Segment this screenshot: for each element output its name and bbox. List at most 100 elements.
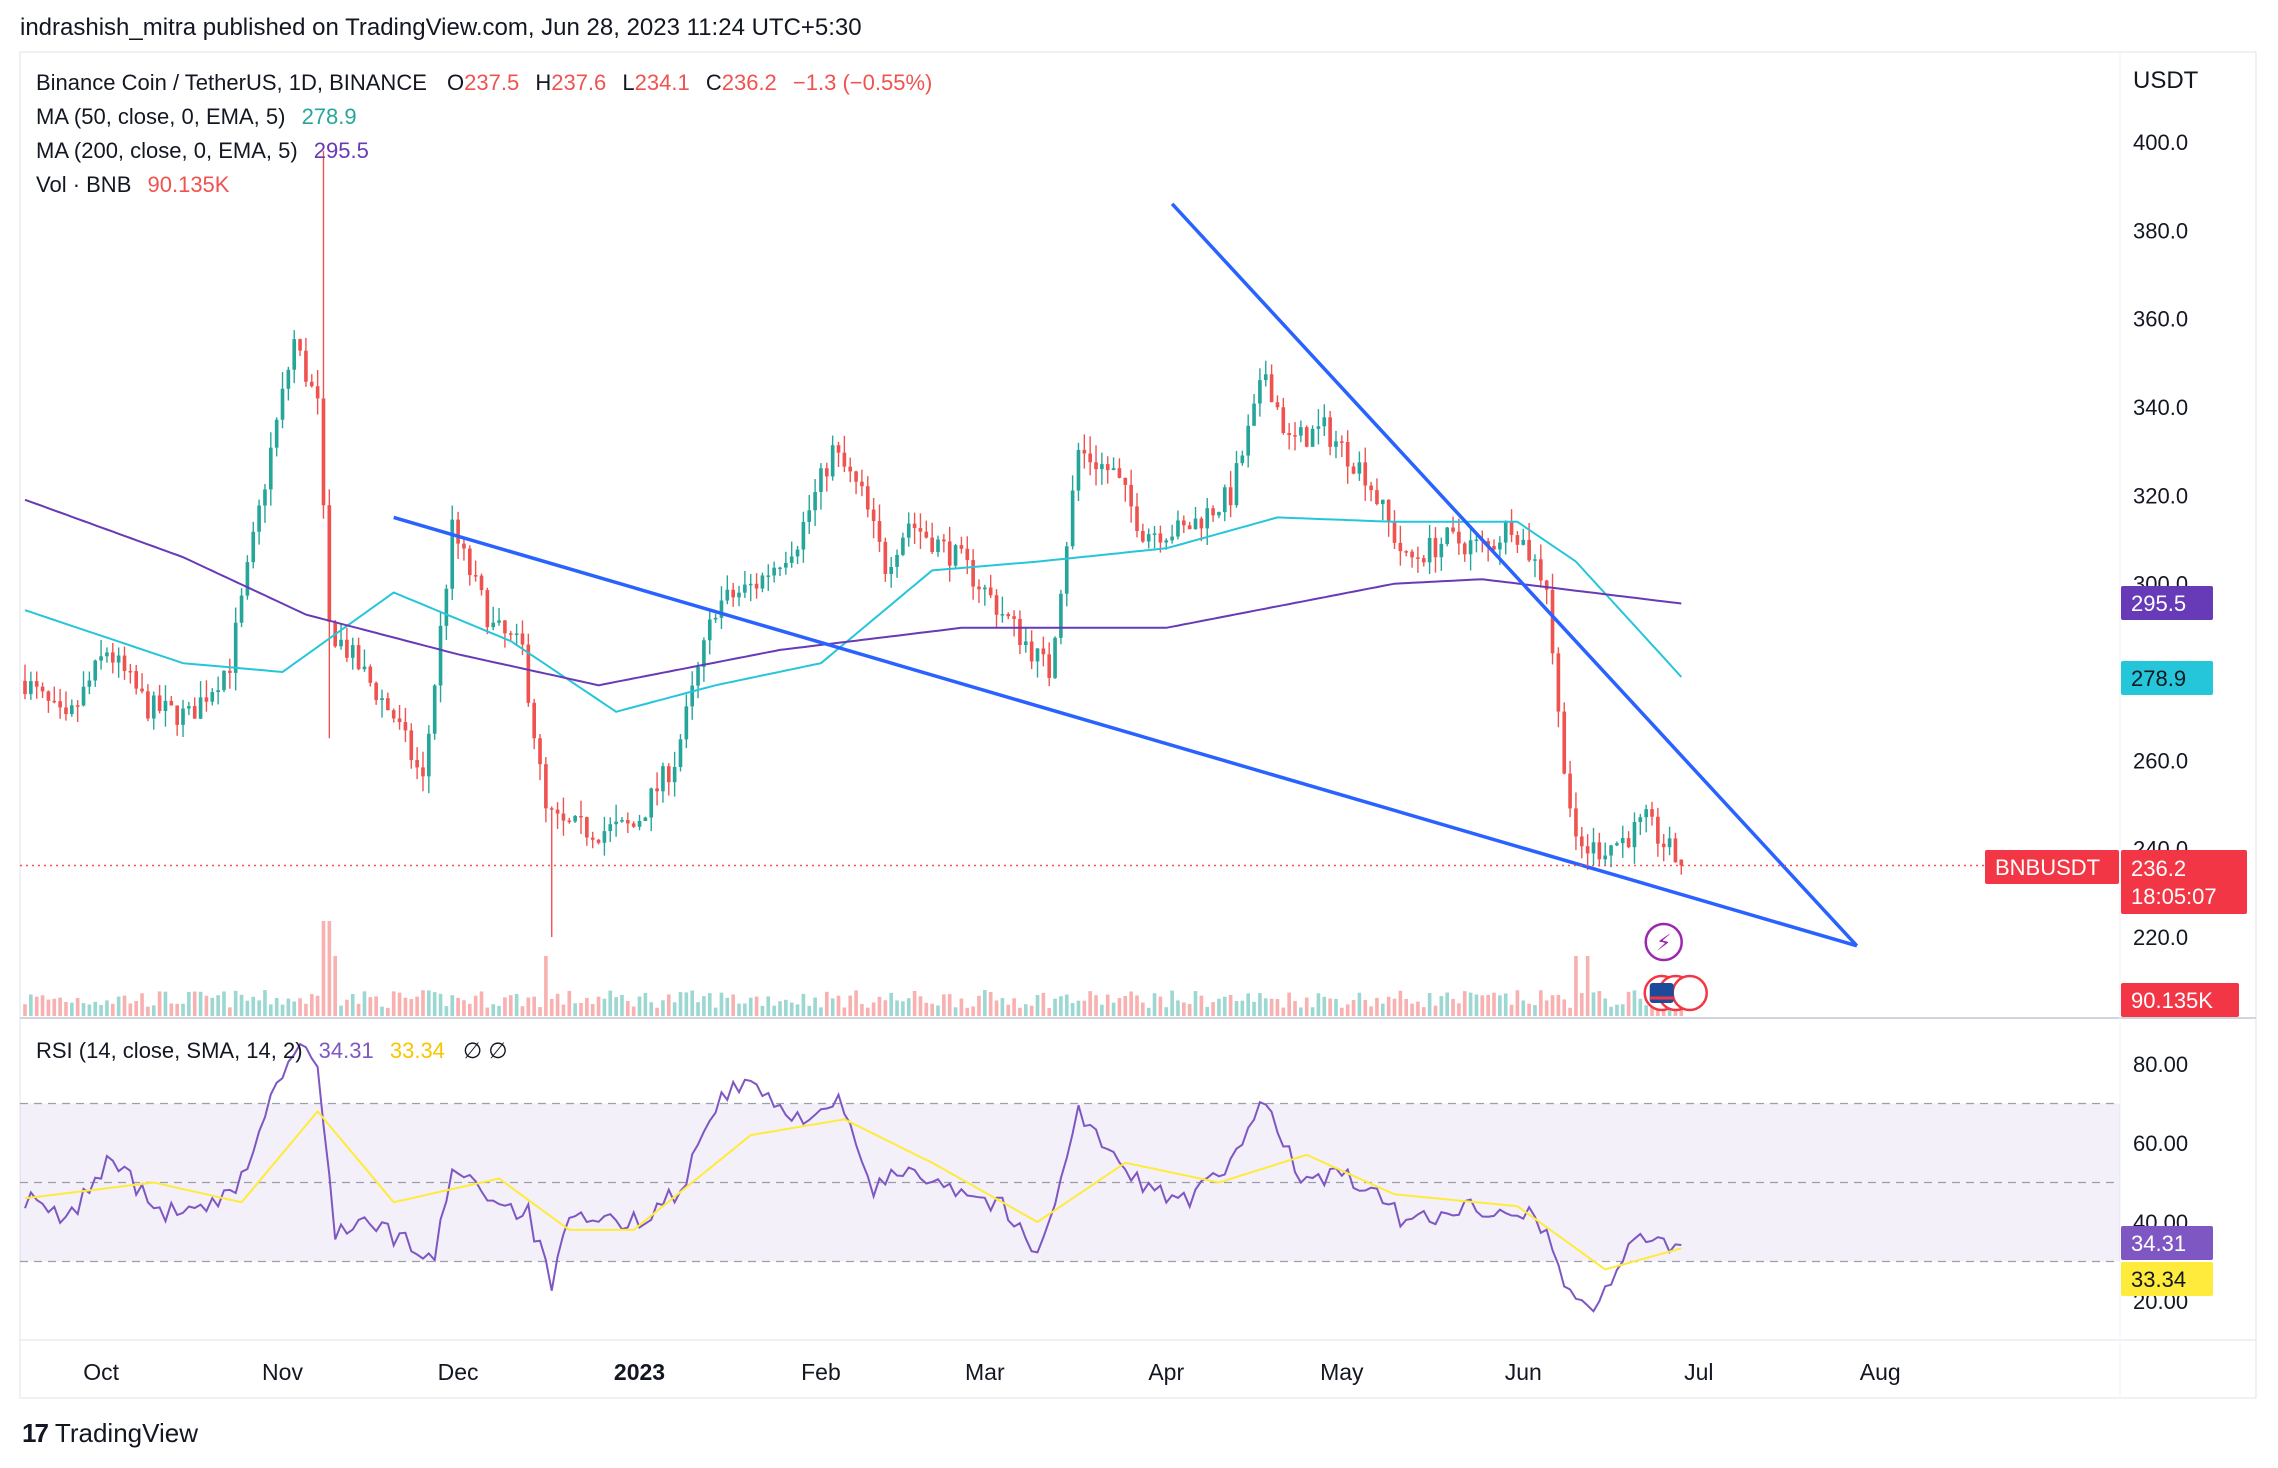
us-flag-icon — [1649, 983, 1674, 1003]
legend-rsi-sma-value: 33.34 — [389, 1038, 445, 1063]
price-badge — [2121, 850, 2247, 914]
volume-bar — [789, 1002, 794, 1016]
rsi-band — [20, 1102, 2120, 1263]
volume-bar — [1615, 1004, 1619, 1016]
candle-body — [497, 620, 501, 623]
ma200-badge — [2121, 586, 2213, 620]
candle-body — [1421, 558, 1426, 563]
ma-lines — [24, 498, 1683, 713]
event-markers: ⚡ — [1643, 922, 1708, 1012]
candle-body — [977, 586, 981, 590]
volume-bar — [1486, 994, 1490, 1016]
candle-body — [1498, 542, 1502, 550]
candle-body — [1176, 520, 1180, 537]
volume-bar — [731, 994, 735, 1016]
volume-bar — [280, 1004, 285, 1016]
volume-bar — [807, 1005, 812, 1016]
volume-bar — [503, 997, 507, 1016]
time-tick: Apr — [1148, 1359, 1184, 1385]
price-tick: 400.0 — [2133, 130, 2188, 155]
volume-bar — [432, 992, 437, 1016]
legend-volume-row[interactable]: Vol · BNB 90.135K — [36, 172, 233, 198]
legend-l-label: L — [622, 70, 635, 95]
volume-bar — [1386, 996, 1391, 1016]
trendline-2 — [1170, 202, 1859, 948]
candle-body — [1357, 462, 1362, 474]
countdown-text: 18:05:07 — [2131, 884, 2217, 909]
volume-bar — [1375, 997, 1379, 1016]
volume-bar — [544, 956, 548, 1016]
volume-bar — [75, 997, 80, 1016]
candle-body — [918, 528, 923, 532]
candle-body — [34, 681, 39, 687]
candle-body — [23, 680, 27, 695]
candle-body — [1328, 417, 1332, 447]
candle-body — [75, 705, 80, 707]
volume-bar — [1421, 1007, 1426, 1016]
candle-body — [116, 655, 121, 663]
volume-bar — [977, 995, 981, 1016]
candle-body — [1673, 838, 1678, 863]
candle-body — [409, 730, 414, 760]
candle-body — [1199, 518, 1204, 529]
candle-body — [263, 489, 267, 506]
volume-bar — [274, 997, 279, 1016]
candle-body — [1445, 527, 1449, 544]
candle-body — [1293, 435, 1297, 437]
volume-bar — [1082, 1000, 1087, 1016]
volume-bar — [514, 994, 519, 1016]
candle-body — [105, 652, 109, 657]
candle-body — [52, 700, 57, 703]
volume-bar — [748, 997, 753, 1016]
candle-body — [1462, 543, 1467, 555]
volume-bar — [1380, 1003, 1385, 1016]
candle-body — [1029, 641, 1034, 662]
tradingview-logo[interactable]: 17 TradingView — [22, 1418, 198, 1449]
candle-body — [631, 823, 636, 827]
volume-bar — [526, 997, 531, 1016]
legend-rsi-row[interactable]: RSI (14, close, SMA, 14, 2) 34.31 33.34 … — [36, 1038, 512, 1064]
candle-body — [327, 505, 332, 622]
candle-body — [163, 700, 168, 711]
legend-symbol[interactable]: Binance Coin / TetherUS, 1D, BINANCE — [36, 70, 427, 95]
candle-body — [29, 681, 33, 695]
rsi-badge-text: 34.31 — [2131, 1231, 2186, 1256]
legend-ma50-row[interactable]: MA (50, close, 0, EMA, 5) 278.9 — [36, 104, 361, 130]
volume-bar — [1094, 995, 1098, 1016]
candle-body — [1164, 540, 1169, 543]
volume-bar — [637, 996, 642, 1016]
volume-bar — [169, 1003, 174, 1016]
volume-bar — [1299, 1007, 1303, 1016]
volume-bar — [251, 996, 256, 1016]
volume-bar — [327, 921, 332, 1016]
volume-bar — [608, 990, 613, 1016]
volume-bar — [1498, 995, 1502, 1016]
volume-bar — [134, 1000, 139, 1016]
candle-body — [906, 523, 911, 538]
volume-bar — [257, 1000, 261, 1016]
volume-bar — [666, 994, 671, 1016]
volume-bar — [1000, 998, 1005, 1016]
candle-body — [1158, 533, 1163, 543]
candle-body — [1129, 484, 1133, 507]
candle-body — [1269, 374, 1274, 403]
candle-body — [40, 686, 45, 692]
candle-body — [432, 685, 437, 734]
candle-body — [784, 562, 788, 568]
candle-body — [210, 692, 215, 702]
time-tick: 2023 — [614, 1359, 665, 1385]
candle-body — [707, 619, 712, 641]
candle-body — [58, 701, 62, 708]
trendlines — [20, 202, 2120, 948]
legend-ma200-row[interactable]: MA (200, close, 0, EMA, 5) 295.5 — [36, 138, 373, 164]
candle-body — [1070, 490, 1075, 547]
volume-bar — [403, 997, 408, 1016]
candle-body — [415, 759, 419, 768]
candle-body — [871, 509, 876, 522]
volume-bar — [707, 993, 712, 1016]
candle-body — [637, 820, 642, 827]
volume-bar — [216, 995, 220, 1016]
volume-bar — [286, 998, 291, 1016]
candle-body — [1486, 541, 1490, 546]
